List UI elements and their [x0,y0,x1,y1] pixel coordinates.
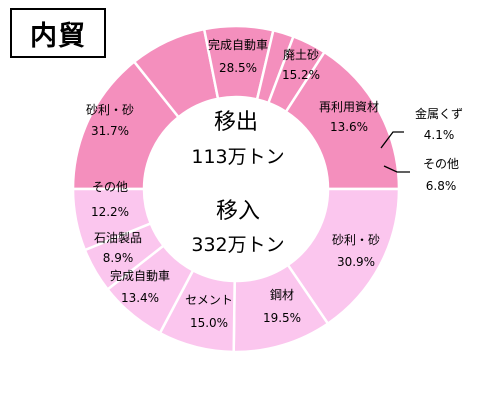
center-text: 移出 113万トン 移入 332万トン [191,110,284,256]
slice-label: 廃土砂 [283,47,319,62]
slice-value: 15.0% [190,316,228,330]
slice-value: 30.9% [337,255,375,269]
slice-label: その他 [423,157,459,171]
slice-label: 完成自動車 [208,37,268,52]
slice-value: 15.2% [282,68,320,82]
donut-segments [71,24,401,354]
slice-label: 完成自動車 [110,268,170,283]
inbound-slice-5 [71,187,153,252]
slice-label: その他 [92,180,128,194]
slice-label: 石油製品 [94,231,142,245]
slice-value: 19.5% [263,311,301,325]
slice-label: 砂利・砂 [332,233,380,247]
slice-label: 金属くず [415,106,463,121]
slice-label: セメント [185,293,233,307]
slice-labels: 完成自動車 28.5% 廃土砂 15.2% 再利用資材 13.6% 金属くず 4.1% その他 6… [86,37,463,330]
slice-value: 8.9% [103,251,134,265]
slice-value: 13.4% [121,291,159,305]
slice-value: 31.7% [91,124,129,138]
slice-label: 鋼材 [270,288,294,302]
chart-title: 内貿 [10,8,106,58]
inbound-title: 移入 [216,199,260,224]
slice-value: 6.8% [426,179,457,193]
slice-label: 再利用資材 [319,100,379,114]
inbound-total: 332万トン [191,234,284,256]
slice-label: 砂利・砂 [86,103,134,117]
leader-line-1 [383,165,410,173]
slice-value: 28.5% [219,61,257,75]
slice-value: 4.1% [424,128,455,142]
leader-line-0 [380,131,404,149]
slice-value: 12.2% [91,205,129,219]
outbound-total: 113万トン [191,146,284,168]
slice-value: 13.6% [330,120,368,134]
outbound-title: 移出 [214,110,258,135]
